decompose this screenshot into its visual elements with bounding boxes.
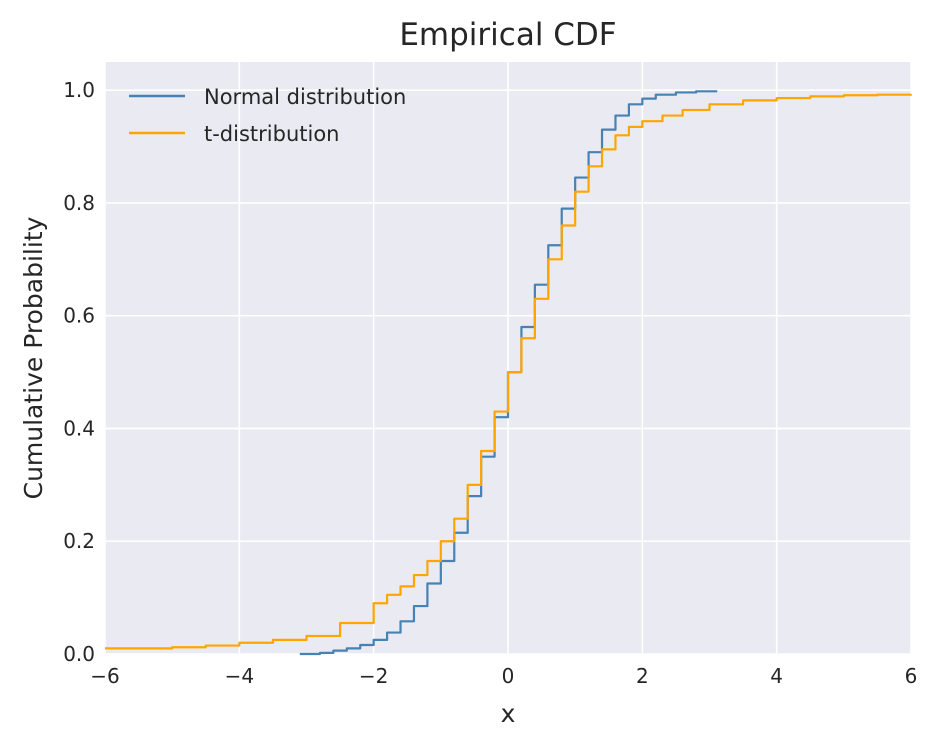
x-tick-label: 6	[905, 664, 918, 688]
y-tick-label: 0.0	[63, 642, 95, 666]
x-tick-label: 4	[770, 664, 783, 688]
legend-label-t: t-distribution	[204, 122, 340, 146]
chart-title: Empirical CDF	[399, 17, 616, 53]
x-tick-label: −2	[359, 664, 388, 688]
y-axis-ticks: 0.0 0.2 0.4 0.6 0.8 1.0	[63, 78, 95, 666]
x-tick-label: −4	[225, 664, 254, 688]
grid	[104, 62, 912, 655]
y-tick-label: 1.0	[63, 78, 95, 102]
y-tick-label: 0.4	[63, 416, 95, 440]
y-tick-label: 0.6	[63, 304, 95, 328]
y-axis-label: Cumulative Probability	[19, 216, 48, 499]
x-tick-label: 2	[636, 664, 649, 688]
normal-distribution-line	[299, 90, 718, 656]
t-distribution-line	[105, 93, 913, 650]
x-tick-label: 0	[502, 664, 515, 688]
y-tick-label: 0.2	[63, 529, 95, 553]
series-lines	[105, 90, 913, 656]
x-axis-label: x	[501, 699, 516, 728]
legend: Normal distribution t-distribution	[129, 85, 406, 146]
x-tick-label: −6	[90, 664, 119, 688]
x-axis-ticks: −6 −4 −2 0 2 4 6	[90, 664, 917, 688]
y-tick-label: 0.8	[63, 191, 95, 215]
legend-label-normal: Normal distribution	[204, 85, 406, 109]
